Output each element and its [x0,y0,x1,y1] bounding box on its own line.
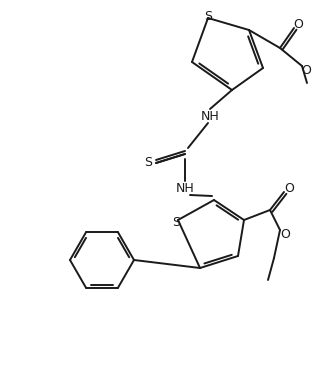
Text: O: O [280,228,290,240]
Text: S: S [144,156,152,170]
Text: NH: NH [176,182,194,195]
Text: O: O [284,182,294,196]
Text: O: O [293,18,303,30]
Text: S: S [172,215,180,229]
Text: O: O [301,63,311,76]
Text: S: S [204,11,212,23]
Text: NH: NH [201,109,219,123]
